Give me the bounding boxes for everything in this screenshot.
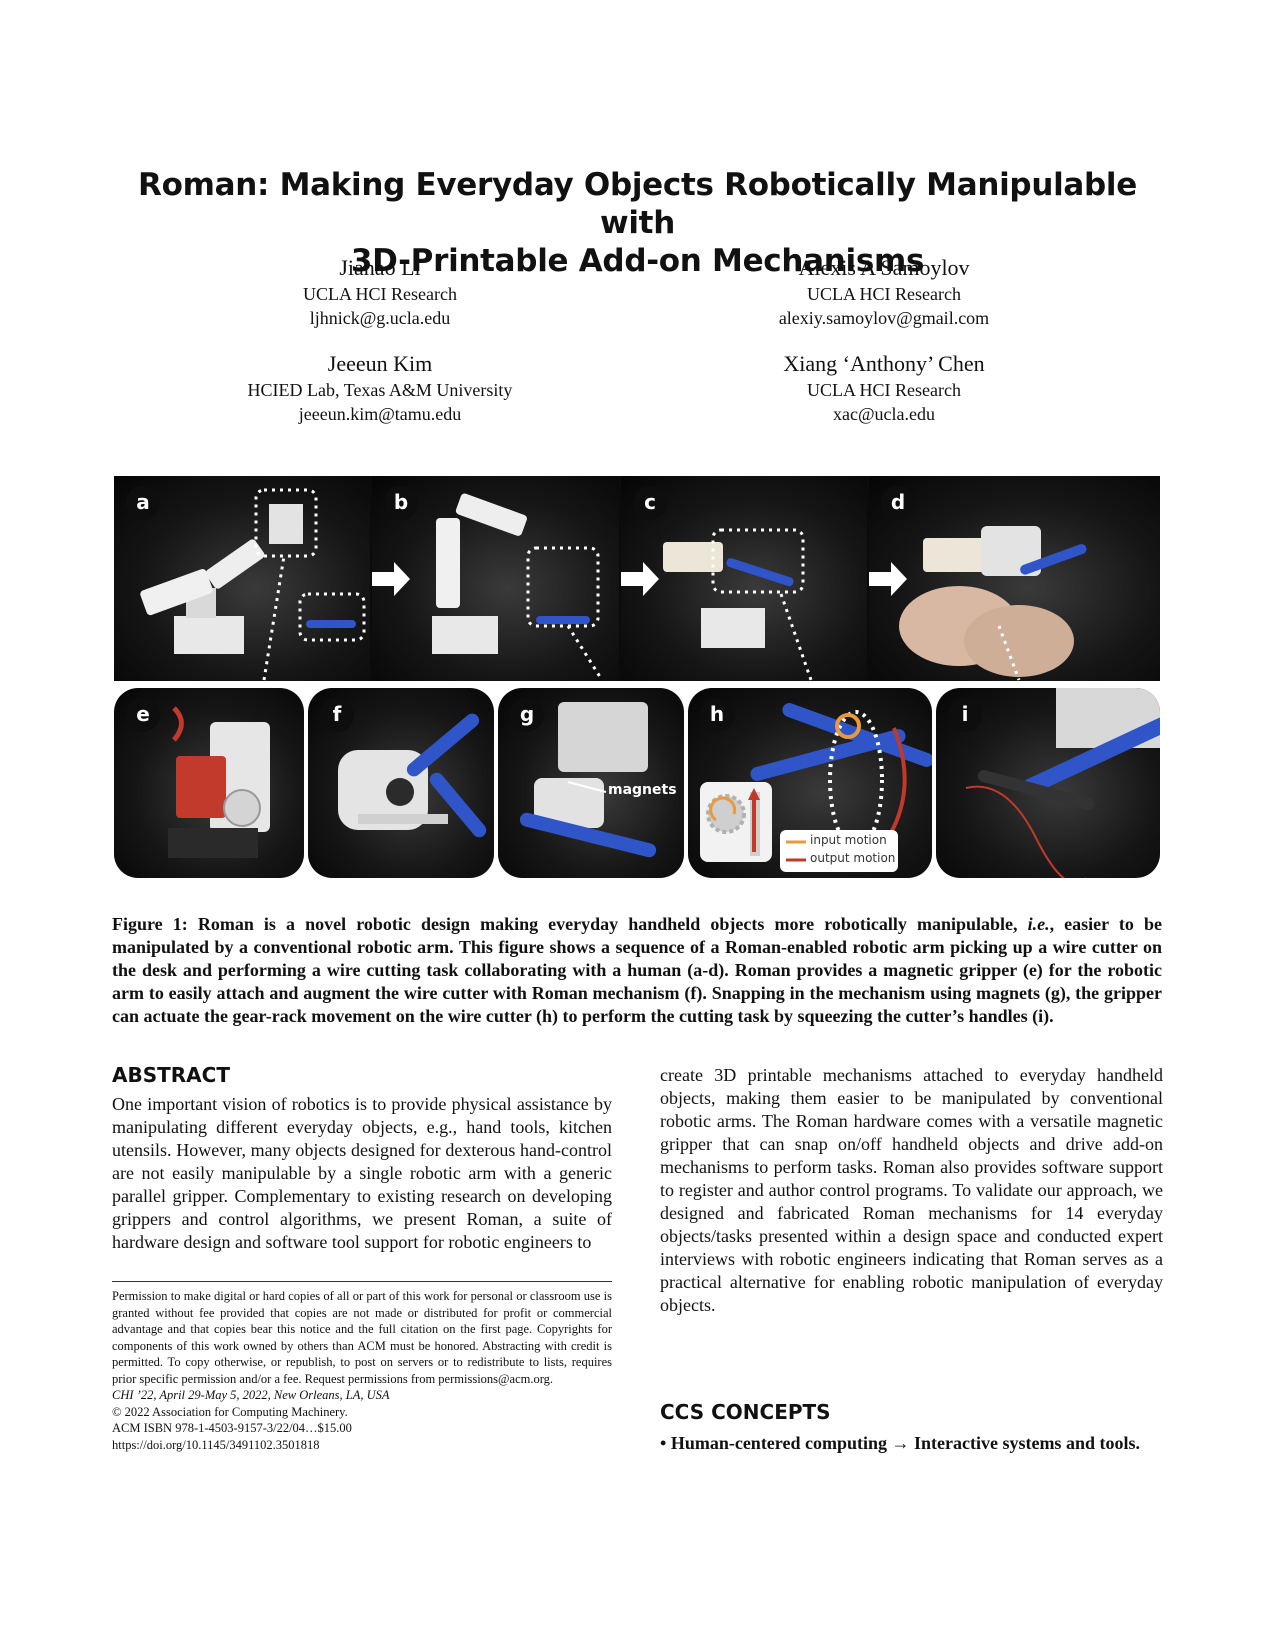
abstract-text-left: One important vision of robotics is to p… [112,1094,612,1252]
magnets-snapping-photo [519,702,657,858]
author-name: Alexis A Samoylov [798,255,970,280]
abstract-heading: ABSTRACT [112,1063,230,1087]
panel-label-e: e [126,698,160,732]
author-block: Jiahao Li UCLA HCI Research ljhnick@g.uc… [170,254,590,330]
author-email: xac@ucla.edu [832,404,936,424]
figure-panel-e: e [114,688,304,878]
ccs-end: . [1135,1433,1140,1453]
robot-arm-photo [869,526,1087,681]
figure-panel-b: b [372,476,619,681]
figure-1: a b c [114,476,1160,888]
author-email: jeeeun.kim@tamu.edu [298,404,462,424]
panel-label-d: d [881,486,915,520]
panel-label-g: g [510,698,544,732]
author-affiliation: UCLA HCI Research [303,284,457,304]
figure-sequence-row: a b c [114,476,1160,681]
permission-block: Permission to make digital or hard copie… [112,1288,612,1453]
panel-label-a: a [126,486,160,520]
permission-text: Permission to make digital or hard copie… [112,1289,612,1386]
panel-label-b: b [384,486,418,520]
arrow-right-icon [621,562,659,596]
cutting-task-photo [965,688,1160,878]
figure-panel-c: c [621,476,867,681]
legend-output-motion: output motion [810,851,896,865]
isbn-line: ACM ISBN 978-1-4503-9157-3/22/04…$15.00 [112,1421,352,1435]
magnetic-gripper-photo [168,706,270,858]
author-name: Xiang ‘Anthony’ Chen [783,351,985,376]
panel-label-f: f [320,698,354,732]
figure-panel-h: h input motion output motion [688,688,932,878]
paper-title: Roman: Making Everyday Objects Robotical… [100,166,1175,280]
robot-arm-photo [621,528,813,681]
abstract-text-right: create 3D printable mechanisms attached … [660,1065,1163,1315]
caption-text: Figure 1: Roman is a novel robotic desig… [112,914,1028,934]
title-line-2: 3D-Printable Add-on Mechanisms [350,243,925,279]
arrow-right-icon [869,562,907,596]
arrow-right-icon [372,562,410,596]
abstract-right-column: create 3D printable mechanisms attached … [660,1064,1163,1317]
ccs-heading: CCS CONCEPTS [660,1400,831,1424]
legend-input-motion: input motion [810,833,887,847]
callout-box [254,488,318,558]
figure-caption: Figure 1: Roman is a novel robotic desig… [112,913,1162,1028]
figure-panel-i: i [936,688,1160,878]
abstract-left-column: ABSTRACT One important vision of robotic… [112,1063,612,1254]
author-email: alexiy.samoylov@gmail.com [778,308,990,328]
doi-link[interactable]: https://doi.org/10.1145/3491102.3501818 [112,1437,320,1452]
author-affiliation: HCIED Lab, Texas A&M University [247,380,513,400]
footnote-rule [112,1281,612,1282]
author-block: Xiang ‘Anthony’ Chen UCLA HCI Research x… [674,350,1094,426]
wire-cutter-mechanism-photo [338,713,487,838]
ccs-arrow: → [886,1433,914,1453]
magnets-label: magnets [608,782,677,798]
ccs-bullet: • [660,1433,671,1453]
figure-panel-f: f [308,688,494,878]
author-name: Jiahao Li [339,255,421,280]
conference-info: CHI ’22, April 29-May 5, 2022, New Orlea… [112,1388,390,1402]
author-affiliation: UCLA HCI Research [807,380,961,400]
author-block: Jeeeun Kim HCIED Lab, Texas A&M Universi… [170,350,590,426]
ccs-item: • Human-centered computing → Interactive… [660,1432,1163,1455]
copyright-line: © 2022 Association for Computing Machine… [112,1404,348,1419]
robot-arm-photo [372,493,604,681]
figure-panel-d: d [869,476,1160,681]
caption-ie: i.e. [1027,914,1050,934]
author-block: Alexis A Samoylov UCLA HCI Research alex… [674,254,1094,330]
panel-label-i: i [948,698,982,732]
figure-panel-g: g magnets [498,688,684,878]
gear-rack-diagram [700,703,932,872]
panel-label-c: c [633,486,667,520]
title-line-1: Roman: Making Everyday Objects Robotical… [138,167,1137,241]
ccs-main: Human-centered computing [670,1433,887,1453]
robot-arm-photo [140,488,366,681]
author-affiliation: UCLA HCI Research [807,284,961,304]
caption-text: , easier to be manipulated by a conventi… [112,914,1162,1026]
author-email: ljhnick@g.ucla.edu [309,308,451,328]
ccs-sub: Interactive systems and tools [913,1433,1136,1453]
panel-label-h: h [700,698,734,732]
figure-panel-a: a [114,476,370,681]
ccs-concepts: CCS CONCEPTS • Human-centered computing … [660,1400,1163,1455]
author-name: Jeeeun Kim [327,351,433,376]
